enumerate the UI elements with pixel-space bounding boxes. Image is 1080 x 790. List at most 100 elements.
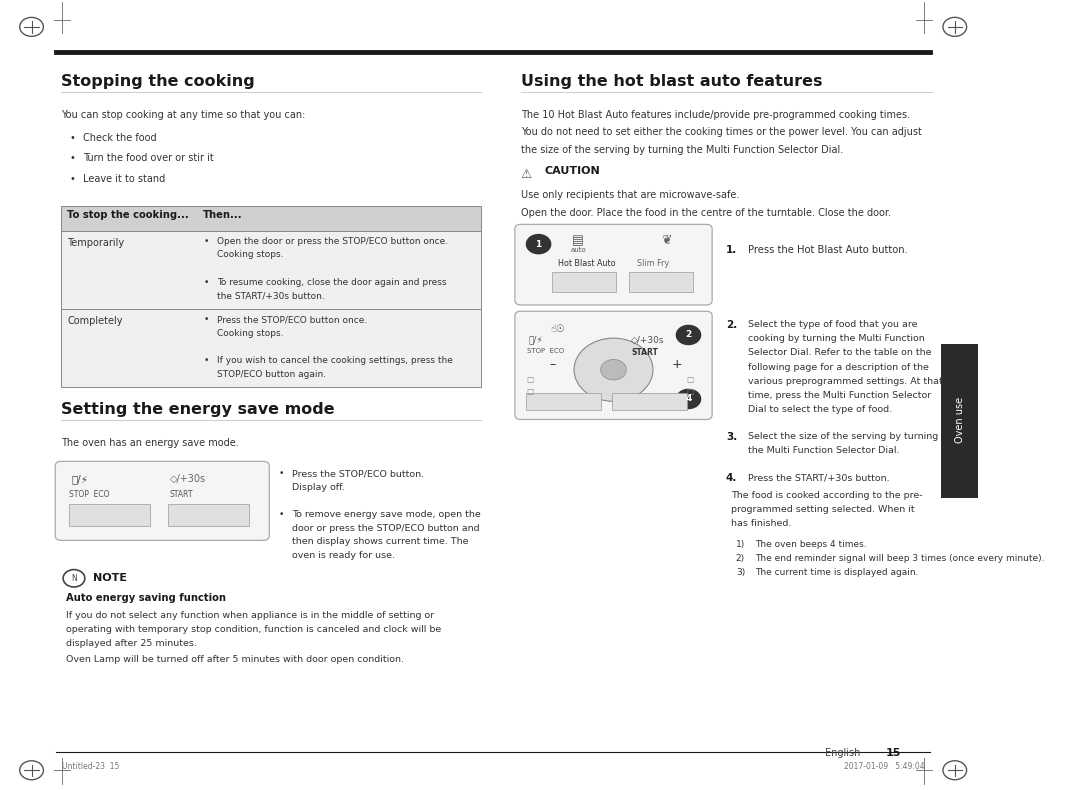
Circle shape xyxy=(575,338,653,401)
Text: Oven use: Oven use xyxy=(955,397,964,443)
Text: cooking by turning the Multi Function: cooking by turning the Multi Function xyxy=(747,334,924,343)
FancyBboxPatch shape xyxy=(515,311,712,419)
Bar xyxy=(167,504,248,526)
Text: 4: 4 xyxy=(686,394,691,404)
Text: N: N xyxy=(71,574,77,583)
Text: Untitled-23  15: Untitled-23 15 xyxy=(63,762,120,770)
Text: 4.: 4. xyxy=(726,473,738,483)
Text: ◇/+30s: ◇/+30s xyxy=(632,336,665,344)
Text: –: – xyxy=(550,359,555,371)
Text: Select the size of the serving by turning: Select the size of the serving by turnin… xyxy=(747,432,937,441)
Text: STOP/ECO button again.: STOP/ECO button again. xyxy=(217,370,326,378)
Text: +: + xyxy=(672,359,681,371)
Text: 2.: 2. xyxy=(726,320,738,330)
Bar xyxy=(552,272,617,292)
Text: •: • xyxy=(69,174,75,184)
Text: To stop the cooking...: To stop the cooking... xyxy=(67,210,189,220)
Text: CAUTION: CAUTION xyxy=(544,166,600,176)
Text: To remove energy save mode, open the: To remove energy save mode, open the xyxy=(292,510,481,519)
Text: various preprogrammed settings. At that: various preprogrammed settings. At that xyxy=(747,377,943,386)
Text: operating with temporary stop condition, function is canceled and clock will be: operating with temporary stop condition,… xyxy=(66,625,442,634)
Text: The oven has an energy save mode.: The oven has an energy save mode. xyxy=(62,438,239,448)
Text: Cooking stops.: Cooking stops. xyxy=(217,250,283,259)
Circle shape xyxy=(526,234,552,254)
Text: •: • xyxy=(69,153,75,164)
Text: ☝☉: ☝☉ xyxy=(551,324,565,334)
Text: START: START xyxy=(170,490,193,498)
Text: 2017-01-09   5:49:04: 2017-01-09 5:49:04 xyxy=(843,762,924,770)
Text: Display off.: Display off. xyxy=(292,483,345,491)
Text: displayed after 25 minutes.: displayed after 25 minutes. xyxy=(66,639,197,648)
Text: then display shows current time. The: then display shows current time. The xyxy=(292,537,469,546)
Text: STOP  ECO: STOP ECO xyxy=(527,348,564,354)
Text: Press the START/+30s button.: Press the START/+30s button. xyxy=(747,473,889,482)
Text: NOTE: NOTE xyxy=(93,573,126,583)
Text: ⚠: ⚠ xyxy=(521,168,532,181)
Text: The end reminder signal will beep 3 times (once every minute).: The end reminder signal will beep 3 time… xyxy=(756,554,1045,562)
Text: If you do not select any function when appliance is in the middle of setting or: If you do not select any function when a… xyxy=(66,611,434,619)
Text: Check the food: Check the food xyxy=(83,133,157,143)
Text: Press the STOP/ECO button once.: Press the STOP/ECO button once. xyxy=(217,315,367,324)
Bar xyxy=(526,393,600,410)
Text: the Multi Function Selector Dial.: the Multi Function Selector Dial. xyxy=(747,446,900,455)
Text: Open the door or press the STOP/ECO button once.: Open the door or press the STOP/ECO butt… xyxy=(217,237,448,246)
Text: If you wish to cancel the cooking settings, press the: If you wish to cancel the cooking settin… xyxy=(217,356,453,365)
Text: The current time is displayed again.: The current time is displayed again. xyxy=(756,568,919,577)
Text: □: □ xyxy=(687,387,693,396)
Text: Press the STOP/ECO button.: Press the STOP/ECO button. xyxy=(292,469,424,478)
Text: □: □ xyxy=(687,375,693,384)
Bar xyxy=(62,309,482,387)
Text: Dial to select the type of food.: Dial to select the type of food. xyxy=(747,405,892,414)
Bar xyxy=(611,393,687,410)
Text: Setting the energy save mode: Setting the energy save mode xyxy=(62,402,335,417)
Text: English: English xyxy=(825,747,860,758)
Text: Hot Blast Auto: Hot Blast Auto xyxy=(558,259,616,268)
Text: Cooking stops.: Cooking stops. xyxy=(217,329,283,337)
Text: 1.: 1. xyxy=(726,245,738,255)
Text: door or press the STOP/ECO button and: door or press the STOP/ECO button and xyxy=(292,524,480,532)
Bar xyxy=(69,504,150,526)
Text: START: START xyxy=(632,348,658,356)
Bar xyxy=(630,272,693,292)
Text: 3): 3) xyxy=(735,568,745,577)
Text: Ⓣ/⚡: Ⓣ/⚡ xyxy=(71,474,87,484)
Text: To resume cooking, close the door again and press: To resume cooking, close the door again … xyxy=(217,278,446,287)
Text: the START/+30s button.: the START/+30s button. xyxy=(217,292,325,300)
Text: Turn the food over or stir it: Turn the food over or stir it xyxy=(83,153,214,164)
Text: STOP  ECO: STOP ECO xyxy=(69,490,109,498)
Text: Slim Fry: Slim Fry xyxy=(637,259,670,268)
Text: has finished.: has finished. xyxy=(731,519,792,528)
Text: Stopping the cooking: Stopping the cooking xyxy=(62,74,255,89)
Circle shape xyxy=(676,389,701,409)
Text: The 10 Hot Blast Auto features include/provide pre-programmed cooking times.: The 10 Hot Blast Auto features include/p… xyxy=(521,110,910,120)
Text: Leave it to stand: Leave it to stand xyxy=(83,174,165,184)
Text: 2: 2 xyxy=(686,330,691,340)
Text: Selector Dial. Refer to the table on the: Selector Dial. Refer to the table on the xyxy=(747,348,931,357)
Text: Open the door. Place the food in the centre of the turntable. Close the door.: Open the door. Place the food in the cen… xyxy=(521,208,891,218)
Text: 1): 1) xyxy=(735,540,745,548)
Bar xyxy=(62,206,482,231)
Text: oven is ready for use.: oven is ready for use. xyxy=(292,551,395,559)
Text: □: □ xyxy=(527,375,534,384)
Text: Then...: Then... xyxy=(203,210,243,220)
Text: Use only recipients that are microwave-safe.: Use only recipients that are microwave-s… xyxy=(521,190,739,201)
Text: Completely: Completely xyxy=(67,316,122,326)
Text: Auto energy saving function: Auto energy saving function xyxy=(66,593,226,604)
Text: time, press the Multi Function Selector: time, press the Multi Function Selector xyxy=(747,391,931,400)
Text: •: • xyxy=(203,315,208,324)
Text: •: • xyxy=(203,237,208,246)
Text: Press the Hot Blast Auto button.: Press the Hot Blast Auto button. xyxy=(747,245,907,255)
Text: □: □ xyxy=(527,387,534,396)
Text: Select the type of food that you are: Select the type of food that you are xyxy=(747,320,917,329)
FancyBboxPatch shape xyxy=(55,461,269,540)
Text: the size of the serving by turning the Multi Function Selector Dial.: the size of the serving by turning the M… xyxy=(521,145,843,155)
Text: 3.: 3. xyxy=(726,432,738,442)
Text: Oven Lamp will be turned off after 5 minutes with door open condition.: Oven Lamp will be turned off after 5 min… xyxy=(66,655,404,664)
FancyBboxPatch shape xyxy=(515,224,712,305)
Text: following page for a description of the: following page for a description of the xyxy=(747,363,929,371)
Text: •: • xyxy=(279,469,284,478)
Text: ◇/+30s: ◇/+30s xyxy=(170,474,206,484)
Text: The food is cooked according to the pre-: The food is cooked according to the pre- xyxy=(731,491,922,499)
Text: •: • xyxy=(69,133,75,143)
Text: auto: auto xyxy=(570,247,585,254)
